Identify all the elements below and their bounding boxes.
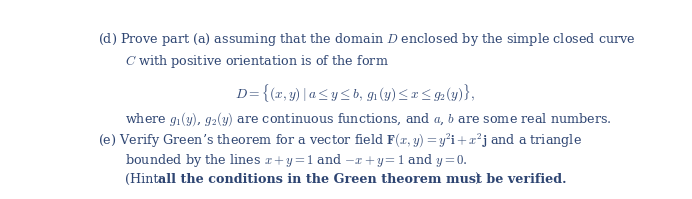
Text: (Hint:: (Hint: [125,173,167,185]
Text: bounded by the lines $x + y = 1$ and $-x + y = 1$ and $y = 0$.: bounded by the lines $x + y = 1$ and $-x… [125,152,468,169]
Text: ): ) [474,173,480,185]
Text: all the conditions in the Green theorem must be verified.: all the conditions in the Green theorem … [158,173,566,185]
Text: $D = \{(x, y) \mid a \leq y \leq b,\, g_1(y) \leq x \leq g_2(y)\},$: $D = \{(x, y) \mid a \leq y \leq b,\, g_… [235,83,475,104]
Text: (d) Prove part (a) assuming that the domain $D$ enclosed by the simple closed cu: (d) Prove part (a) assuming that the dom… [98,31,636,48]
Text: $C$ with positive orientation is of the form: $C$ with positive orientation is of the … [125,53,389,70]
Text: where $g_1(y)$, $g_2(y)$ are continuous functions, and $a$, $b$ are some real nu: where $g_1(y)$, $g_2(y)$ are continuous … [125,110,612,128]
Text: (e) Verify Green’s theorem for a vector field $\mathbf{F}(x, y) = y^2\mathbf{i} : (e) Verify Green’s theorem for a vector … [98,131,582,149]
